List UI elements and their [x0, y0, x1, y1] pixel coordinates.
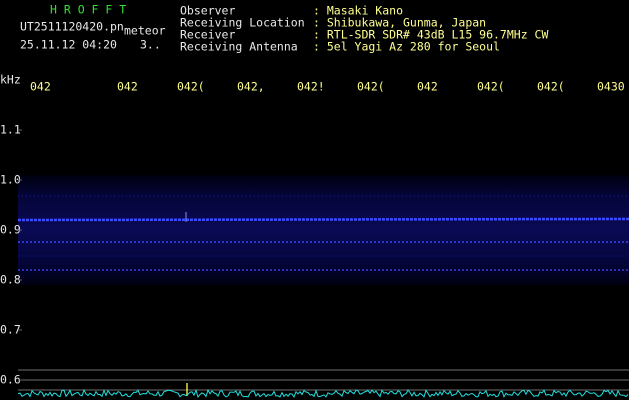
datetime: 25.11.12 04:20: [20, 38, 117, 52]
field-value: : Shibukawa, Gunma, Japan: [313, 16, 486, 30]
file-name: UT2511120420.pn: [20, 20, 124, 34]
field-label: Receiver: [180, 28, 235, 42]
time-label: 042: [417, 80, 438, 94]
field-value: : 5el Yagi Az 280 for Seoul: [313, 40, 500, 54]
y-label: 0.8: [0, 273, 21, 287]
time-label: 042(: [537, 80, 565, 94]
time-label: 042!: [297, 80, 325, 94]
carrier-line: [17, 217, 629, 222]
y-label: 0.7: [0, 323, 21, 337]
y-label: 0.9: [0, 223, 21, 237]
time-label: 042: [30, 80, 51, 94]
app-title: H R O F F T: [50, 3, 126, 17]
y-label: 1.0: [0, 173, 21, 187]
field-value: : RTL-SDR SDR# 43dB L15 96.7MHz CW: [313, 28, 548, 42]
field-label: Observer: [180, 4, 235, 18]
y-label: 0.6: [0, 373, 21, 387]
time-label: 042(: [177, 80, 205, 94]
noise-level: [17, 388, 629, 399]
spectrogram: [17, 175, 629, 285]
field-label: Receiving Antenna: [180, 40, 298, 54]
time-label: 0430: [597, 80, 625, 94]
noise-band: [18, 175, 629, 285]
unit: kHz: [0, 73, 21, 87]
y-label: 1.1: [0, 123, 21, 137]
time-label: 042(: [477, 80, 505, 94]
time-label: 042(: [357, 80, 385, 94]
mode: meteor: [124, 24, 166, 38]
time-label: 042,: [237, 80, 265, 94]
time-label: 042: [117, 80, 138, 94]
field-value: : Masaki Kano: [313, 4, 403, 18]
field-label: Receiving Location: [180, 16, 305, 30]
extra: 3..: [140, 38, 161, 52]
